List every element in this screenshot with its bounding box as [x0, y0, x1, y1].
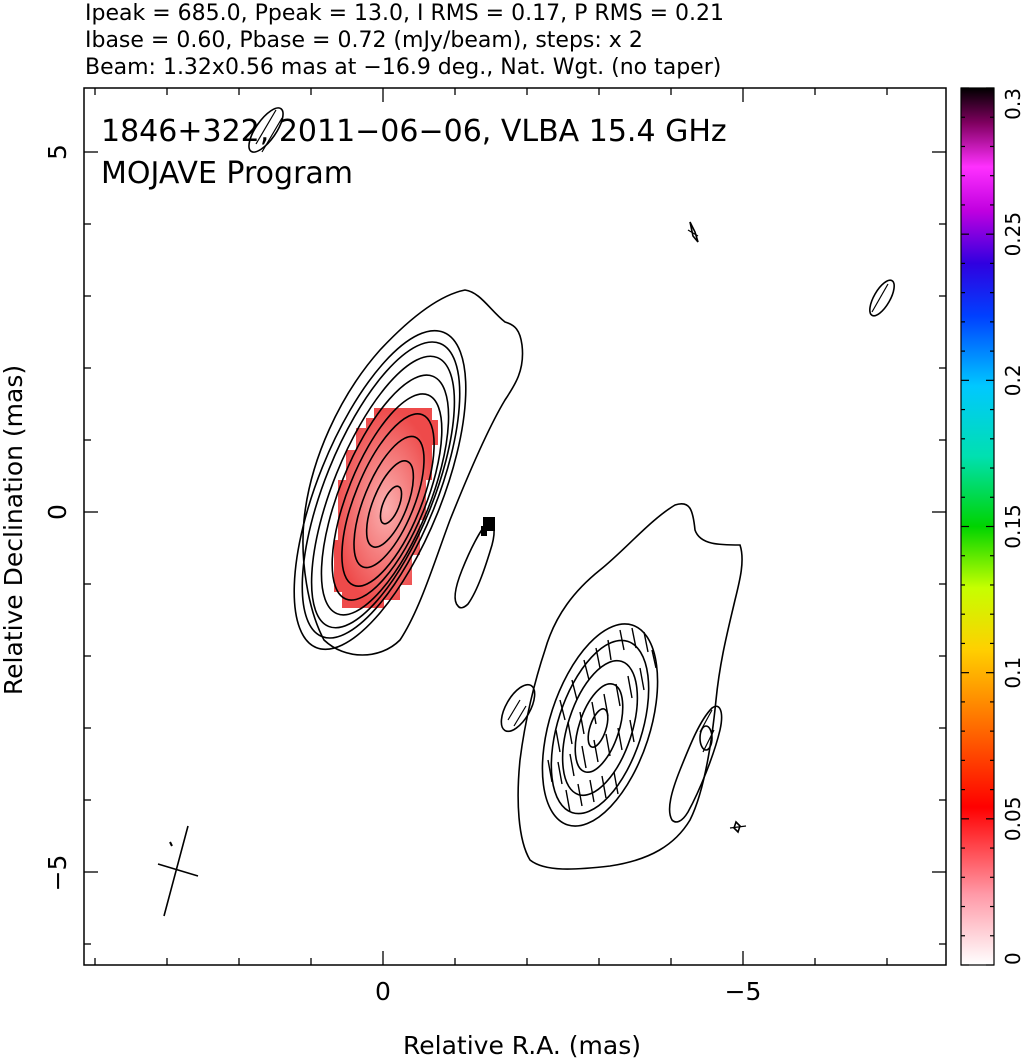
source-label: 1846+322, 2011−06−06, VLBA 15.4 GHz — [101, 114, 727, 149]
core-contour-3 — [301, 341, 461, 639]
side-feature-contour — [454, 521, 495, 609]
y-tick-label-0: 0 — [43, 504, 72, 520]
program-label: MOJAVE Program — [101, 156, 353, 191]
colorbar-tick-label: 0.15 — [1001, 504, 1022, 549]
core-contour-4 — [310, 355, 456, 629]
jet-contour-4 — [561, 659, 639, 797]
jet-contour-3 — [550, 639, 650, 815]
x-tick-label-0: 0 — [375, 977, 391, 1006]
upper-left-island — [248, 107, 284, 153]
left-island — [500, 683, 536, 733]
header-line-2: Ibase = 0.60, Pbase = 0.72 (mJy/beam), s… — [85, 28, 643, 53]
core-contour-6 — [331, 393, 443, 601]
header-line-1: Ipeak = 685.0, Ppeak = 13.0, I RMS = 0.1… — [85, 1, 724, 26]
plot-frame — [83, 87, 947, 966]
beam-symbol — [157, 825, 199, 917]
small-mark-1 — [689, 221, 699, 243]
x-tick-label-minus5: −5 — [725, 977, 762, 1006]
core-contour-5 — [320, 374, 450, 616]
header-line-3: Beam: 1.32x0.56 mas at −16.9 deg., Nat. … — [85, 55, 721, 80]
core-contour-10 — [379, 485, 403, 525]
core-contours — [293, 289, 524, 656]
jet-contour-2 — [541, 623, 659, 827]
core-contour-2 — [293, 329, 467, 651]
colorbar-tick-label: 0.05 — [1001, 797, 1022, 842]
core-contour-7 — [341, 413, 435, 587]
core-contour-outer — [302, 289, 524, 656]
small-mark-2 — [733, 820, 741, 834]
jet-contour-outer — [517, 503, 743, 870]
jet-contours — [517, 503, 743, 870]
core-contour-8 — [353, 435, 425, 569]
y-axis-label: Relative Declination (mas) — [0, 365, 28, 695]
colorbar-tick-label: 0.1 — [1001, 657, 1022, 689]
core-contour-9 — [365, 460, 415, 548]
colorbar-ticks — [961, 87, 994, 966]
core-polarization-fill — [334, 408, 438, 608]
y-tick-label-minus5: −5 — [43, 855, 72, 892]
colorbar-tick-label: 0 — [1001, 952, 1022, 965]
y-tick-label-5: 5 — [43, 144, 72, 160]
axis-ticks — [84, 88, 946, 965]
jet-contour-6 — [587, 708, 609, 748]
jet-polarization-vectors — [547, 627, 657, 813]
colorbar-tick-label: 0.2 — [1001, 364, 1022, 396]
colorbar-tick-label: 0.25 — [1001, 212, 1022, 257]
jet-contour-5 — [574, 683, 624, 773]
colorbar-tick-labels: 0 0.05 0.1 0.15 0.2 0.25 0.3 — [1001, 88, 1022, 965]
colorbar-tick-label: 0.3 — [1001, 88, 1022, 120]
side-feature-block-2 — [481, 526, 487, 536]
minor-features — [248, 107, 895, 834]
upper-right-island — [869, 279, 895, 317]
right-island — [668, 705, 723, 823]
x-axis-label: Relative R.A. (mas) — [403, 1031, 641, 1060]
map-content — [157, 107, 895, 917]
